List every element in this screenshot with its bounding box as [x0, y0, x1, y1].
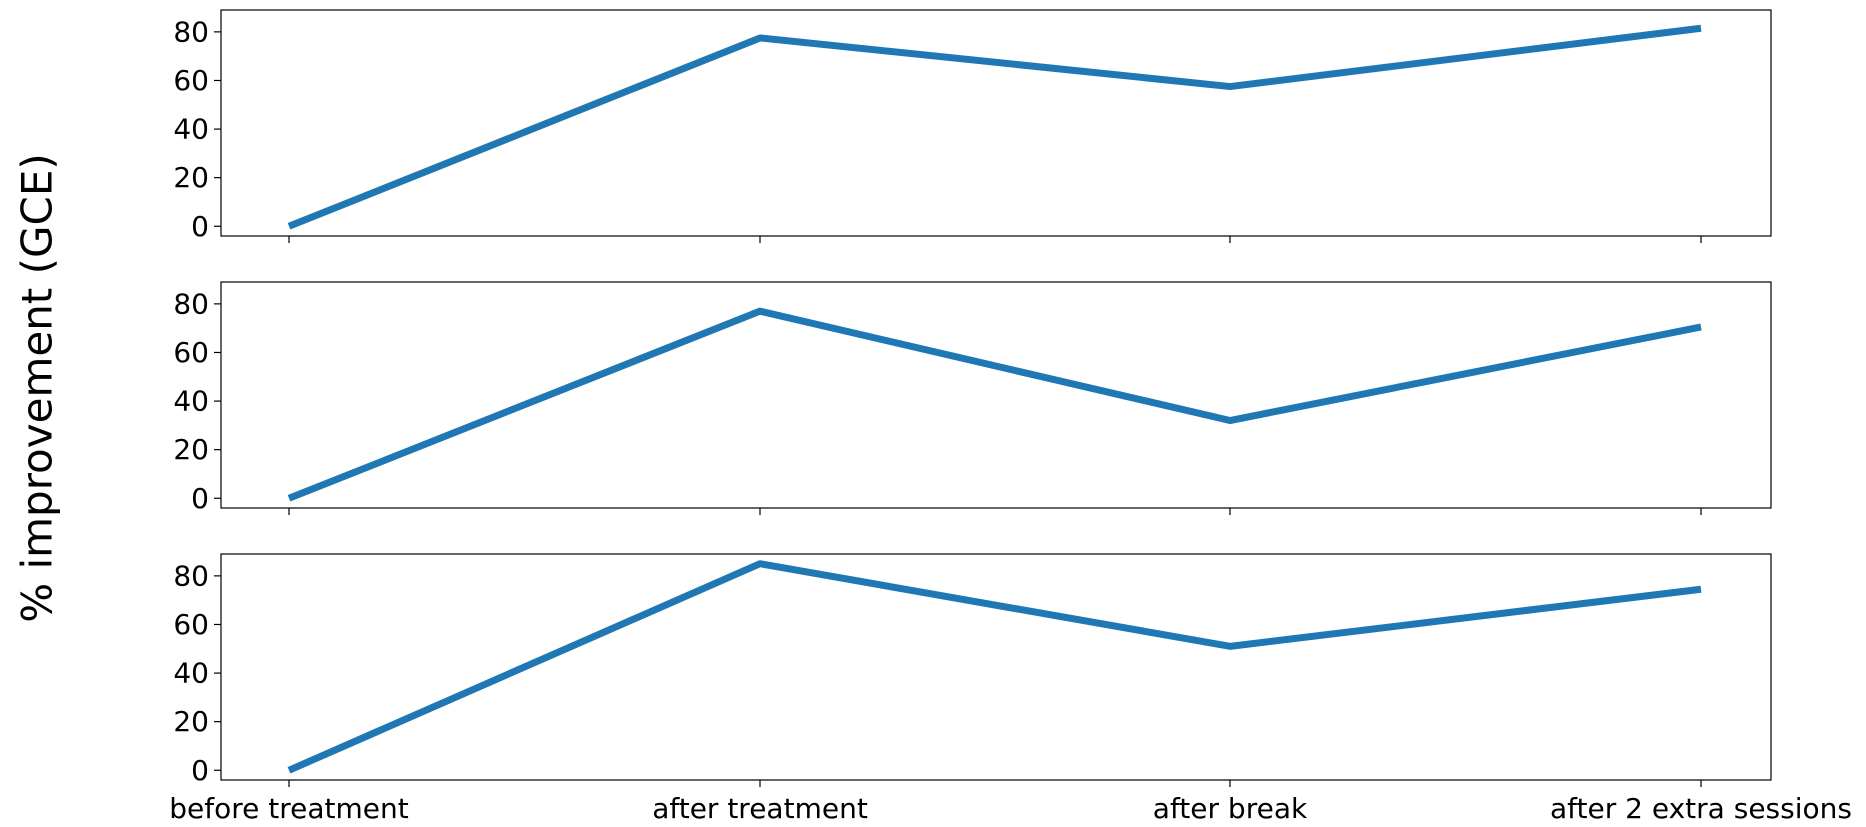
y-tick-label: 80: [173, 15, 209, 48]
y-tick-label: 60: [173, 64, 209, 97]
series-line: [287, 560, 1702, 774]
y-tick-label: 60: [173, 336, 209, 369]
subplot-2: 0 20 40 60 80: [173, 281, 1772, 515]
y-tick-label: 0: [191, 210, 209, 243]
y-tick-label: 80: [173, 559, 209, 592]
y-tick-label: 0: [191, 482, 209, 515]
y-tick-label: 40: [173, 657, 209, 690]
axes-frame: [220, 553, 1772, 781]
y-axis-label: % improvement (GCE): [13, 153, 62, 623]
y-tick-label: 60: [173, 608, 209, 641]
y-tick-label: 40: [173, 113, 209, 146]
series-line: [287, 307, 1702, 502]
y-tick-label: 20: [173, 433, 209, 466]
y-tick-label: 20: [173, 705, 209, 738]
x-tick-label: after treatment: [652, 792, 868, 825]
series-line: [287, 24, 1702, 230]
subplot-3: 0 20 40 60 80 before treatment after treatment…: [169, 553, 1852, 825]
y-tick-label: 80: [173, 287, 209, 320]
x-tick-label: before treatment: [169, 792, 408, 825]
x-tick-label: after break: [1153, 792, 1308, 825]
axes-frame: [220, 9, 1772, 237]
x-tick-label: after 2 extra sessions: [1550, 792, 1852, 825]
y-tick-label: 0: [191, 754, 209, 787]
y-tick-label: 40: [173, 385, 209, 418]
axes-frame: [220, 281, 1772, 509]
subplot-1: 0 20 40 60 80: [173, 9, 1772, 243]
y-tick-label: 20: [173, 161, 209, 194]
